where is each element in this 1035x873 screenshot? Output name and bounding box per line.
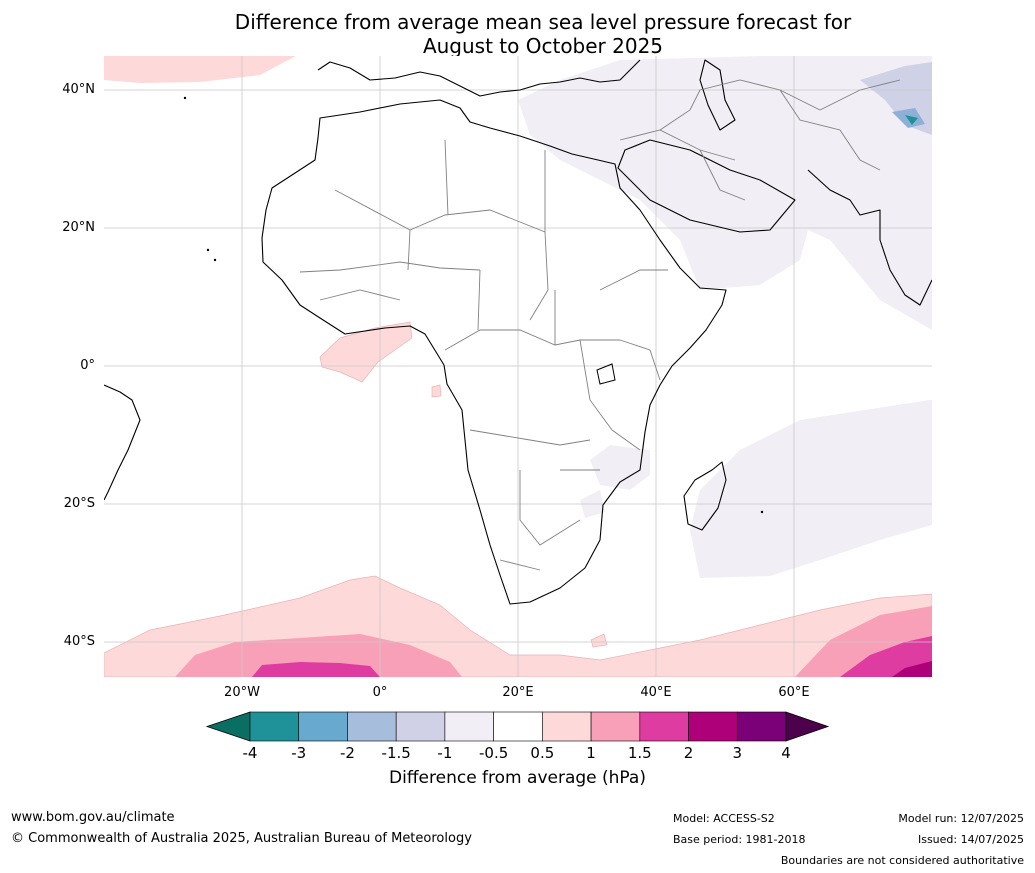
- colorbar-bin: [542, 711, 592, 742]
- colorbar-tick-label: -3: [291, 744, 307, 762]
- longitude-label: 40°E: [640, 685, 672, 700]
- island-marker: [760, 510, 764, 514]
- copyright-text: © Commonwealth of Australia 2025, Austra…: [11, 831, 472, 846]
- colorbar-tick-label: -2: [339, 744, 355, 762]
- anomaly-magenta-southern-indian-ocean: [840, 636, 932, 677]
- graticule: [104, 56, 932, 677]
- colorbar: [205, 711, 830, 742]
- colorbar-tick-label: 1: [586, 744, 596, 762]
- colorbar-bin: [249, 711, 300, 742]
- border-east-africa: [599, 269, 668, 451]
- coastlines: [104, 59, 932, 605]
- latitude-label: 0°: [80, 358, 95, 373]
- anomaly-rose-southern-ocean: [175, 634, 462, 677]
- colorbar-tick-label: -1.5: [381, 744, 411, 762]
- colorbar-tick-label: 0.5: [530, 744, 555, 762]
- colorbar-bin: [298, 711, 348, 742]
- anomaly-pink-patch-south-atlantic: [590, 633, 608, 648]
- border-central-africa: [444, 269, 620, 431]
- colorbar-bin: [493, 711, 543, 742]
- country-borders: [299, 79, 901, 571]
- anomaly-lilac-middle-east: [518, 56, 932, 330]
- colorbar-bin: [395, 711, 446, 742]
- colorbar-title: Difference from average (hPa): [389, 768, 646, 788]
- madagascar-coastline: [683, 461, 727, 531]
- model-run-text: Model run: 12/07/2025: [898, 812, 1024, 825]
- disclaimer-text: Boundaries are not considered authoritat…: [780, 854, 1024, 867]
- longitude-label: 0°: [372, 685, 388, 700]
- colorbar-bin: [688, 711, 738, 742]
- colorbar-tick-label: 4: [781, 744, 791, 762]
- border-sahara: [409, 139, 549, 321]
- border-asia: [779, 79, 901, 171]
- anomaly-magenta-southern-ocean: [252, 662, 380, 677]
- base-period-text: Base period: 1981-2018: [673, 833, 806, 846]
- anomaly-pink-north-atlantic: [104, 56, 296, 83]
- longitude-label: 20°E: [502, 685, 534, 700]
- anomaly-purple-southern-indian-ocean: [892, 661, 932, 677]
- longitude-label: 60°E: [778, 685, 810, 700]
- caspian-sea-coastline: [699, 59, 736, 131]
- colorbar-bin: [347, 711, 397, 742]
- lake-victoria: [596, 363, 616, 385]
- colorbar-tick-label: -1: [437, 744, 453, 762]
- anomaly-pink-small-patch: [431, 384, 442, 398]
- africa-coastline: [261, 99, 727, 605]
- colorbar-tick-label: 2: [683, 744, 694, 762]
- colorbar-tick-label: 1.5: [627, 744, 652, 762]
- europe-coastline: [317, 59, 641, 97]
- latitude-label: 40°N: [62, 82, 95, 97]
- colorbar-bin: [736, 711, 787, 742]
- colorbar-tick-label: 3: [732, 744, 743, 762]
- colorbar-bin: [444, 711, 494, 742]
- india-coastline: [807, 169, 932, 306]
- anomaly-teal-central-asia: [905, 115, 918, 125]
- colorbar-bin: [639, 711, 689, 742]
- map-title-line-2: August to October 2025: [422, 34, 664, 58]
- issued-text: Issued: 14/07/2025: [917, 833, 1024, 846]
- colorbar-extend-low: [205, 711, 251, 742]
- lakes-and-islands: [183, 96, 764, 514]
- anomaly-lilac-southern-africa: [590, 445, 650, 490]
- map-title-line-1: Difference from average mean sea level p…: [234, 10, 852, 34]
- border-middle-east: [619, 79, 821, 201]
- latitude-label: 20°S: [63, 496, 95, 511]
- website-link[interactable]: www.bom.gov.au/climate: [11, 810, 175, 825]
- border-southern-africa: [469, 429, 600, 571]
- island-marker: [206, 248, 210, 252]
- longitude-label: 20°W: [224, 685, 260, 700]
- south-america-coastline: [104, 384, 141, 501]
- map-plot-area: [104, 56, 932, 677]
- latitude-label: 20°N: [62, 220, 95, 235]
- colorbar-bin: [590, 711, 641, 742]
- colorbar-extend-high: [785, 711, 830, 742]
- island-marker: [213, 258, 217, 262]
- island-marker: [183, 96, 187, 100]
- model-text: Model: ACCESS-S2: [673, 812, 775, 825]
- colorbar-tick-label: -4: [242, 744, 258, 762]
- anomaly-lilac-indian-ocean: [690, 400, 932, 578]
- colorbar-tick-label: -0.5: [478, 744, 509, 762]
- arabian-peninsula-coastline: [617, 139, 796, 233]
- latitude-label: 40°S: [63, 634, 95, 649]
